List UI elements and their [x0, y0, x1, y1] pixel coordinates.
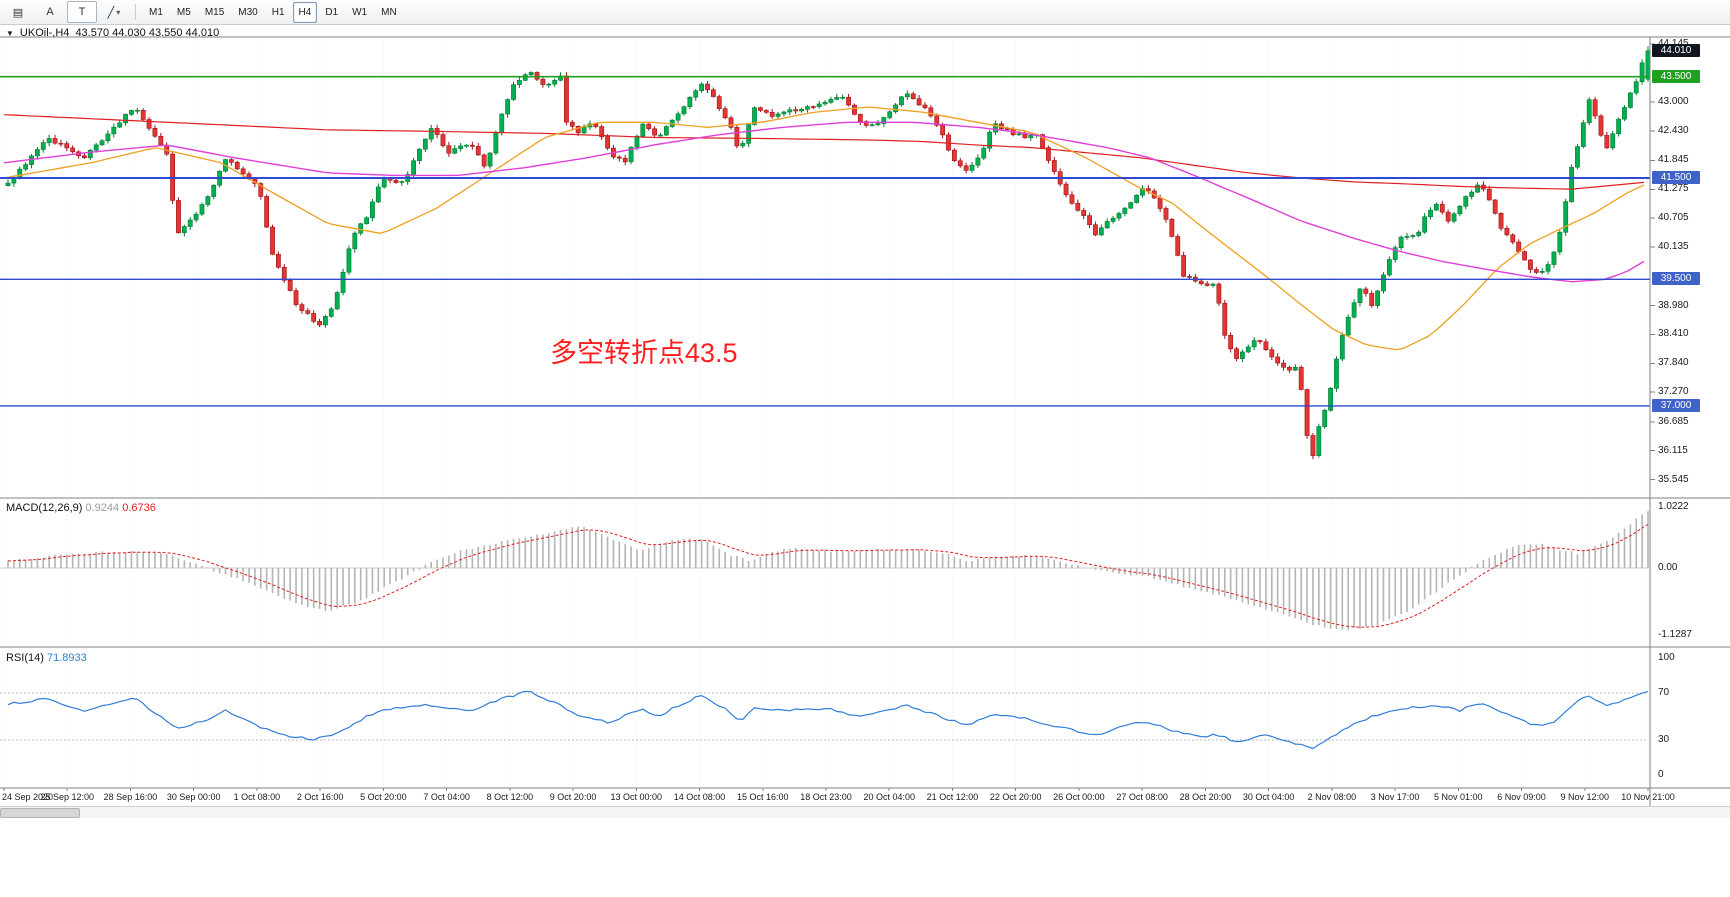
time-axis-label: 15 Oct 16:00: [736, 792, 789, 802]
chevron-down-icon: ▾: [116, 7, 121, 17]
rsi-label: RSI(14) 71.8933: [6, 652, 87, 664]
toolbar-separator: [135, 4, 136, 20]
rsi-name: RSI(14): [6, 652, 44, 664]
rsi-axis-label: 70: [1658, 687, 1670, 699]
price-axis-label: 36.685: [1658, 415, 1689, 427]
text-label-a-button[interactable]: A: [46, 6, 54, 18]
macd-name: MACD(12,26,9): [6, 502, 83, 514]
price-axis-label: 42.430: [1658, 124, 1689, 136]
time-axis-label: 3 Nov 17:00: [1370, 792, 1420, 802]
rsi-axis-label: 30: [1658, 733, 1670, 745]
macd-label: MACD(12,26,9) 0.9244 0.6736: [6, 502, 156, 514]
macd-signal-value: 0.6736: [122, 502, 156, 514]
timeframe-button-h4[interactable]: H4: [292, 1, 318, 23]
timeframe-group: M1 M5 M15 M30 H1 H4 D1 W1 MN: [142, 1, 404, 23]
time-axis-label: 25 Sep 12:00: [40, 792, 94, 802]
price-axis-label: 37.270: [1658, 386, 1689, 398]
time-axis-label: 2 Nov 08:00: [1307, 792, 1357, 802]
time-axis-label: 22 Oct 20:00: [989, 792, 1042, 802]
scrollbar-thumb[interactable]: [0, 808, 80, 818]
price-axis-label: 38.980: [1658, 299, 1689, 311]
time-axis-label: 5 Nov 01:00: [1434, 792, 1483, 802]
timeframe-button-d1[interactable]: D1: [325, 6, 339, 18]
window-layout-icon[interactable]: ▤: [12, 6, 24, 19]
rsi-value: 71.8933: [46, 652, 87, 664]
price-axis-label: 35.545: [1658, 473, 1689, 485]
time-axis-label: 9 Nov 12:00: [1560, 792, 1610, 802]
price-axis-label: 41.845: [1658, 154, 1689, 166]
timeframe-button-mn[interactable]: MN: [381, 6, 397, 18]
time-axis-label: 14 Oct 08:00: [673, 792, 726, 802]
time-axis-label: 13 Oct 00:00: [610, 792, 663, 802]
timeframe-button-m30[interactable]: M30: [238, 6, 258, 18]
price-badge-43.500: 43.500: [1652, 69, 1700, 83]
price-axis-label: 40.135: [1658, 241, 1689, 253]
text-tool-t-button[interactable]: T: [67, 1, 97, 23]
price-badge-44.010: 44.010: [1652, 43, 1700, 57]
rsi-axis-label: 100: [1658, 652, 1675, 663]
line-tool-button[interactable]: ╱ ▾: [99, 1, 129, 23]
time-axis-label: 6 Nov 09:00: [1497, 792, 1546, 802]
time-axis-label: 2 Oct 16:00: [296, 792, 344, 802]
time-axis-label: 20 Oct 04:00: [863, 792, 915, 802]
time-axis-label: 1 Oct 08:00: [233, 792, 281, 802]
ohlc-values: 43.570 44.030 43.550 44.010: [75, 27, 220, 39]
chart-text-annotation[interactable]: 多空转折点43.5: [550, 338, 738, 368]
time-axis-label: 7 Oct 04:00: [423, 792, 470, 802]
price-badge-39.500: 39.500: [1652, 272, 1700, 286]
symbol-dropdown-icon[interactable]: ▼: [6, 28, 14, 38]
time-axis-label: 30 Oct 04:00: [1242, 792, 1295, 802]
timeframe-button-h1[interactable]: H1: [271, 6, 285, 18]
price-axis-label: 43.000: [1658, 95, 1689, 107]
line-tool-icon: ╱: [107, 6, 115, 19]
time-axis-label: 26 Oct 00:00: [1053, 792, 1105, 802]
timeframe-button-m5[interactable]: M5: [176, 6, 191, 18]
time-axis-label: 9 Oct 20:00: [549, 792, 597, 802]
price-badge-37.000: 37.000: [1652, 398, 1700, 412]
time-axis-label: 30 Sep 00:00: [166, 792, 221, 802]
chart-canvas[interactable]: [0, 25, 1730, 806]
time-axis-label: 24 Sep 2020: [2, 792, 54, 802]
time-axis-label: 8 Oct 12:00: [486, 792, 534, 802]
price-axis-label: 44.145: [1658, 38, 1689, 49]
price-axis-label: 36.115: [1658, 444, 1688, 456]
macd-axis-label: 1.0222: [1658, 501, 1689, 513]
macd-main-value: 0.9244: [85, 502, 120, 514]
rsi-axis-label: 0: [1658, 769, 1664, 780]
time-axis-label: 28 Oct 20:00: [1179, 792, 1232, 802]
price-axis-label: 38.410: [1658, 328, 1689, 340]
price-axis-label: 40.705: [1658, 212, 1689, 224]
symbol-timeframe-label: UKOil-,H4: [19, 27, 70, 39]
time-axis-label: 10 Nov 21:00: [1621, 792, 1675, 802]
time-axis-label: 21 Oct 12:00: [926, 792, 979, 802]
macd-axis-label: -1.1287: [1658, 629, 1692, 641]
timeframe-button-m1[interactable]: M1: [149, 6, 163, 18]
time-axis-label: 28 Sep 16:00: [103, 792, 158, 802]
price-badge-41.500: 41.500: [1652, 170, 1700, 184]
price-axis-label: 41.275: [1658, 183, 1689, 195]
price-axis-label: 37.840: [1658, 357, 1689, 369]
horizontal-scrollbar[interactable]: [0, 806, 1730, 818]
timeframe-button-w1[interactable]: W1: [352, 6, 368, 18]
time-axis-label: 18 Oct 23:00: [800, 792, 852, 802]
toolbar: ▤ A T ╱ ▾ M1 M5 M15 M30 H1 H4 D1 W1 MN: [0, 0, 1730, 25]
timeframe-button-m15[interactable]: M15: [204, 6, 225, 18]
macd-axis-label: 0.00: [1658, 562, 1678, 573]
time-axis-label: 27 Oct 08:00: [1116, 792, 1168, 802]
time-axis-label: 5 Oct 20:00: [360, 792, 407, 802]
chart-header: ▼ UKOil-,H4 43.570 44.030 43.550 44.010: [6, 27, 219, 39]
